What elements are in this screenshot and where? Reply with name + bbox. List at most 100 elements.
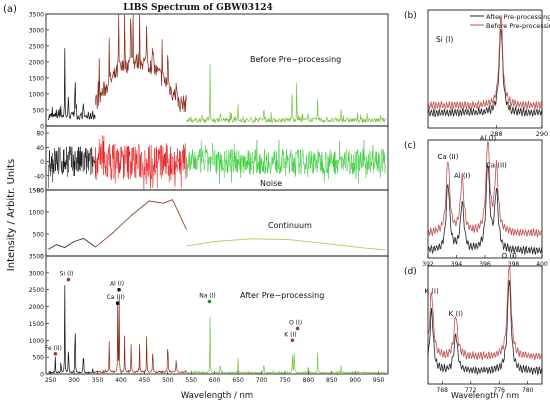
a2-noise-series-0: [48, 146, 96, 189]
a3-ytick-label-3: 1500: [29, 188, 44, 195]
c-peak-label-3: Ca (II): [486, 162, 507, 170]
panel-a1-y-ticks: 0 500 1000 1500 2000 2500 3000 3500: [29, 12, 49, 131]
a4-series-0: [48, 285, 96, 374]
panel-d-x-ticks: 768 772 776 780: [437, 381, 534, 394]
a4-marker-dot-3: [117, 287, 121, 292]
c-peak-label-1: Al (I): [454, 172, 471, 180]
a4-ytick-label-7: 3500: [29, 254, 44, 261]
a2-noise-series-1: [94, 134, 187, 191]
a4-xtick-label-1: 300: [68, 377, 80, 384]
a2-ytick-label-4: 80: [36, 131, 44, 138]
a4-xtick-label-5: 500: [162, 377, 174, 384]
a4-ytick-label-4: 2000: [29, 304, 44, 311]
d-peak-label-2: O (I): [502, 252, 518, 260]
a4-marker-dot-0: [53, 351, 58, 356]
a4-marker-dot-4: [207, 299, 212, 304]
a1-ytick-label-2: 1000: [29, 92, 44, 99]
legend-label-before: Before Pre-processing: [486, 22, 550, 30]
c-xtick-label-0: 392: [422, 261, 434, 268]
a3-continuum-series-1: [94, 199, 187, 248]
c-peak-label-0: Ca (II): [437, 153, 458, 161]
panel-a3-continuum-curves: [48, 199, 386, 251]
panel-a4-x-axis-label: Wavelength / nm: [181, 391, 253, 401]
panel-a2-noise-traces: [48, 134, 386, 191]
a3-ytick-label-0: 0: [40, 254, 44, 261]
a4-xtick-label-11: 800: [303, 377, 315, 384]
a4-xtick-label-9: 700: [256, 377, 268, 384]
b-xtick-label-1: 290: [536, 130, 548, 138]
a1-ytick-label-4: 2000: [29, 60, 44, 67]
a4-marker-dot-5: [290, 338, 295, 343]
panel-a2-annotation: Noise: [260, 179, 282, 188]
a1-ytick-label-6: 3000: [29, 28, 44, 35]
a2-ytick-label-2: 0: [40, 159, 44, 166]
a4-xtick-label-14: 950: [373, 377, 385, 384]
a1-series-0: [47, 48, 96, 121]
panel-label-a: (a): [3, 4, 17, 15]
panel-c-x-ticks: 392 394 396 398 400: [422, 255, 548, 268]
a1-series-1: [94, 13, 187, 113]
a2-ytick-label-0: -80: [34, 188, 44, 195]
panel-c-peak-labels: Ca (II) Al (I) Al (I) Ca (II): [437, 134, 507, 180]
d-xtick-label-3: 780: [522, 387, 534, 394]
panel-d-x-axis-label: Wavelength / nm: [451, 391, 519, 400]
a4-marker-dot-2: [115, 301, 120, 306]
c-xtick-label-1: 394: [451, 261, 463, 268]
a4-marker-label-5: K (I): [284, 331, 296, 338]
a4-marker-label-0: Fe (II): [45, 345, 62, 352]
panel-a4-annotation: After Pre−processing: [240, 291, 324, 300]
a1-ytick-label-7: 3500: [29, 12, 44, 19]
a4-xtick-label-6: 550: [186, 377, 198, 384]
a4-marker-label-4: Na (I): [199, 293, 216, 300]
a3-ytick-label-2: 1000: [29, 210, 44, 217]
panel-a4-frame: [45, 255, 389, 375]
a1-ytick-label-0: 0: [40, 124, 44, 131]
a2-ytick-label-3: 40: [36, 145, 44, 152]
shared-y-axis-label: Intensity / Arbitr. Units: [6, 159, 17, 271]
a3-ytick-label-1: 500: [33, 232, 45, 239]
a4-marker-label-1: Si (I): [60, 271, 74, 278]
panel-b-spectra: [427, 16, 543, 118]
a4-ytick-label-3: 1500: [29, 321, 44, 328]
panel-d-peak-labels: K (I) K (I) O (I): [424, 252, 517, 318]
a2-noise-series-2: [186, 139, 386, 184]
a4-marker-label-3: Al (I): [110, 281, 124, 288]
a4-series-1: [94, 298, 187, 374]
b-series-1: [427, 16, 543, 111]
a2-ytick-label-1: -40: [34, 173, 44, 180]
panel-b-annotation: Si (I): [436, 35, 453, 44]
a4-marker-dot-6: [295, 326, 300, 331]
a4-xtick-label-13: 900: [349, 377, 361, 384]
panel-label-b: (b): [404, 11, 417, 21]
c-xtick-label-2: 396: [479, 261, 491, 268]
a4-xtick-label-0: 250: [45, 377, 57, 384]
panel-b-legend: After Pre-processing Before Pre-processi…: [470, 13, 550, 30]
c-series-0: [427, 164, 543, 256]
b-xtick-label-0: 288: [490, 130, 502, 138]
c-xtick-label-3: 398: [508, 261, 520, 268]
panel-b-frame: [427, 9, 543, 129]
a4-ytick-label-6: 3000: [29, 270, 44, 277]
panel-a4-spectra: [48, 285, 386, 374]
panel-a4-element-markers: Fe (II) Si (I) Ca (II) Al (I) Na (I) K (I) O (…: [45, 271, 302, 356]
d-peak-label-1: K (I): [449, 310, 464, 318]
panel-label-d: (d): [404, 267, 417, 277]
legend-label-after: After Pre-processing: [486, 13, 550, 21]
panel-a1-spectra: [47, 13, 387, 124]
panel-c-ca-al-lines: (c) 392 394 396 398 400 Ca (II)Al (I)Al (I)C…: [404, 134, 548, 268]
c-peak-label-2: Al (I): [480, 134, 497, 142]
a4-ytick-label-0: 0: [40, 372, 44, 379]
a1-series-2: [186, 64, 387, 124]
panel-label-c: (c): [404, 141, 416, 151]
a4-xtick-label-3: 400: [115, 377, 127, 384]
panel-d-spectra: [427, 266, 543, 376]
c-series-1: [427, 141, 543, 239]
c-xtick-label-4: 400: [536, 261, 548, 268]
a4-ytick-label-5: 2500: [29, 287, 44, 294]
b-series-0: [427, 28, 543, 118]
a1-ytick-label-5: 2500: [29, 44, 44, 51]
d-peak-label-0: K (I): [424, 288, 439, 296]
a4-marker-label-6: O (I): [289, 319, 302, 326]
